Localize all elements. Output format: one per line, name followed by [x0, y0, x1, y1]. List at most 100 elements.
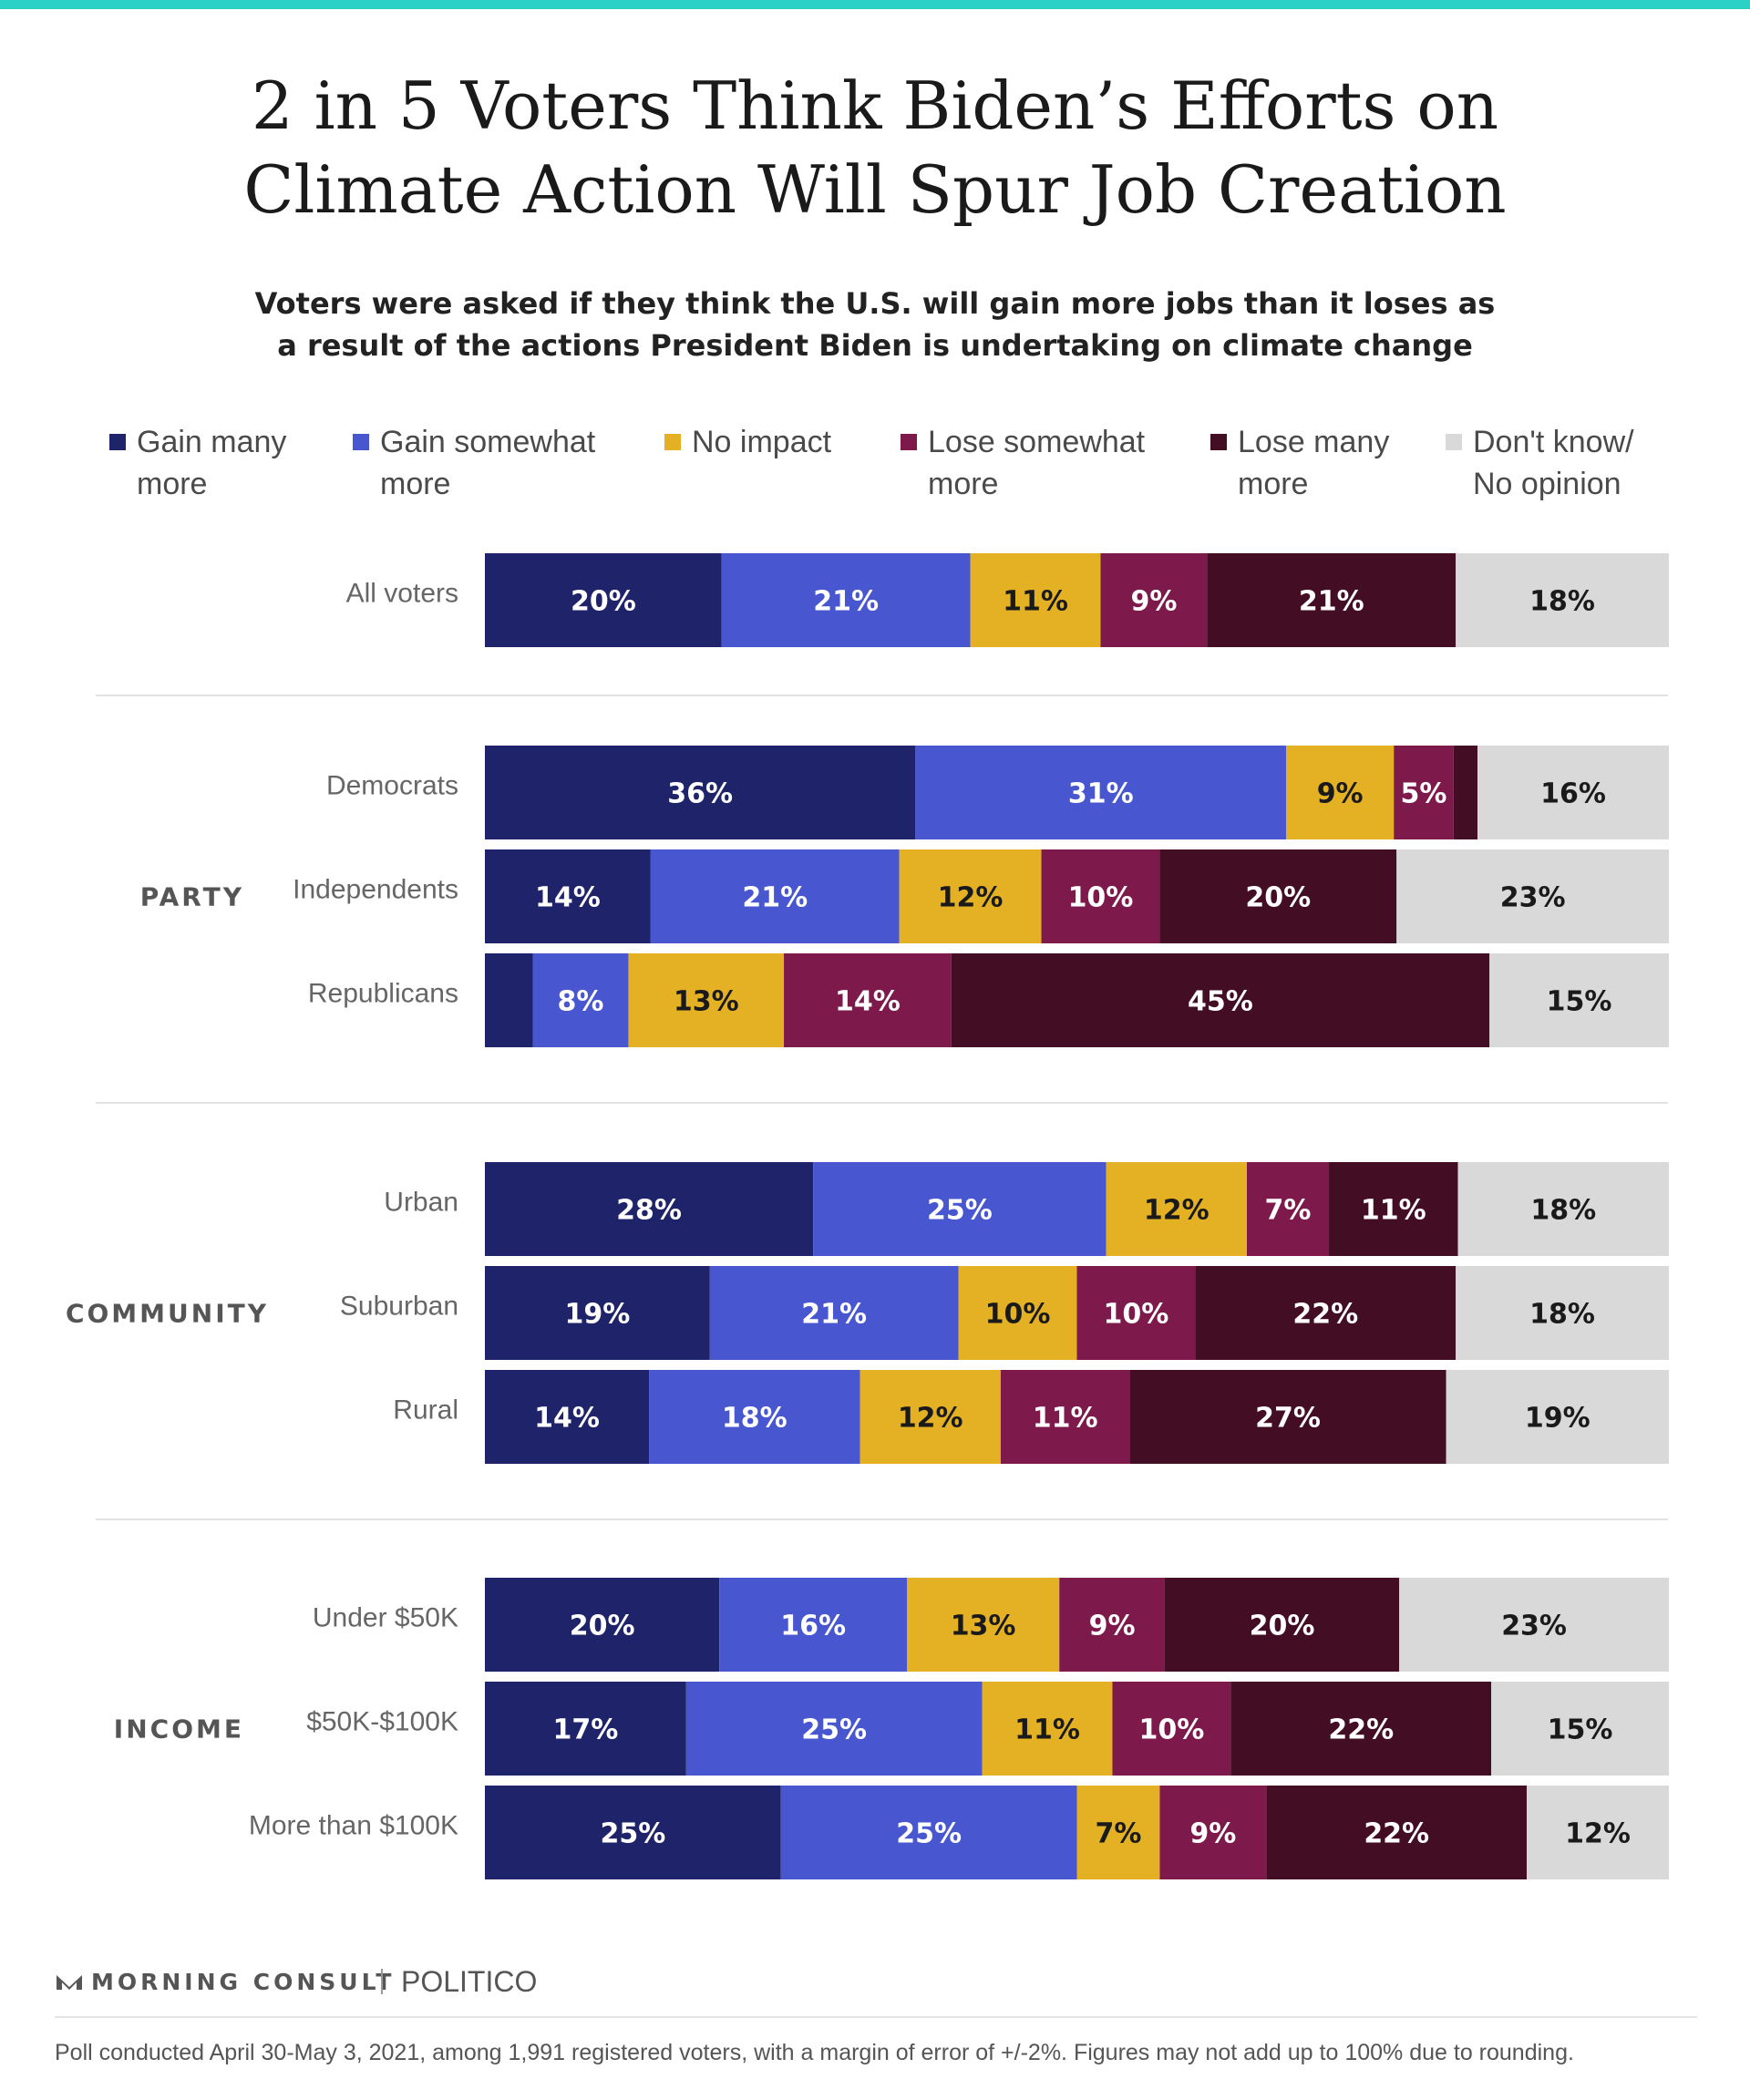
- bar-segment: [1266, 1786, 1528, 1879]
- bar-segment: [1489, 953, 1669, 1047]
- legend-swatch-dont-know: [1446, 434, 1462, 450]
- chart-subtitle: Voters were asked if they think the U.S.…: [0, 283, 1750, 366]
- bar-segment: [1076, 1786, 1160, 1879]
- title-line-2: Climate Action Will Spur Job Creation: [243, 151, 1507, 228]
- bar-segment: [1041, 849, 1160, 943]
- data-label: 20%: [570, 1611, 635, 1642]
- bar-segment: [780, 1786, 1077, 1879]
- bar-segment: [1491, 1682, 1669, 1776]
- data-label: 12%: [938, 882, 1004, 914]
- bar-segment: [650, 849, 900, 943]
- morning-consult-m-icon: [57, 1975, 82, 1990]
- row-label: Republicans: [308, 979, 458, 1009]
- bar-segment: [1159, 849, 1397, 943]
- bar-segment: [485, 1162, 814, 1256]
- data-label: 12%: [898, 1403, 963, 1435]
- legend-swatch-gain-somewhat: [353, 434, 369, 450]
- bar-segment: [1286, 746, 1395, 839]
- bar-segment: [1329, 1162, 1458, 1256]
- bar-segment: [1100, 553, 1208, 647]
- data-label: 9%: [1130, 586, 1177, 618]
- bar-segment: [970, 553, 1101, 647]
- bar-segment: [1230, 1682, 1492, 1776]
- bar-segment: [485, 849, 651, 943]
- bar-segment: [1106, 1162, 1247, 1256]
- data-label: 25%: [927, 1195, 993, 1227]
- bar-segment: [485, 1786, 781, 1879]
- bar-segment: [485, 1370, 650, 1464]
- bar-segment: [485, 746, 916, 839]
- legend-swatch-lose-somewhat: [901, 434, 917, 450]
- methodology-note: Poll conducted April 30-May 3, 2021, amo…: [55, 2040, 1574, 2065]
- data-label: 21%: [742, 882, 808, 914]
- data-label: 25%: [801, 1714, 867, 1746]
- data-label: 15%: [1548, 1714, 1613, 1746]
- bar-segment: [1164, 1578, 1400, 1672]
- bar-segment: [1195, 1266, 1457, 1360]
- bar-segment: [485, 953, 533, 1047]
- bar-segment: [860, 1370, 1001, 1464]
- data-label: 11%: [1361, 1195, 1426, 1227]
- bar-segment: [1457, 1162, 1669, 1256]
- bar-segment: [685, 1682, 983, 1776]
- data-label: 19%: [1525, 1403, 1590, 1435]
- data-label: 18%: [1529, 586, 1595, 618]
- data-label: 8%: [558, 986, 604, 1018]
- data-label: 7%: [1095, 1818, 1141, 1850]
- bar-segment: [1000, 1370, 1130, 1464]
- data-label: 18%: [1529, 1299, 1595, 1331]
- bar-segment: [628, 953, 785, 1047]
- data-label: 25%: [600, 1818, 665, 1850]
- bar-segment: [958, 1266, 1077, 1360]
- data-label: 9%: [1317, 778, 1364, 810]
- bar-segment: [485, 1578, 720, 1672]
- bar-segment: [1159, 1786, 1267, 1879]
- data-label: 18%: [722, 1403, 788, 1435]
- data-label: 20%: [1250, 1611, 1315, 1642]
- data-label: 9%: [1189, 1818, 1236, 1850]
- bar-segment: [1456, 1266, 1669, 1360]
- brand-name: MORNING CONSULT: [91, 1969, 396, 1995]
- row-label: All voters: [346, 579, 458, 609]
- legend-swatch-no-impact: [664, 434, 681, 450]
- bar-segment: [1076, 1266, 1196, 1360]
- data-label: 14%: [534, 1403, 600, 1435]
- data-label: 28%: [616, 1195, 682, 1227]
- data-label: 10%: [985, 1299, 1051, 1331]
- legend-swatch-gain-many: [109, 434, 126, 450]
- partner-name: POLITICO: [401, 1965, 538, 1998]
- group-label-party: PARTY: [140, 882, 244, 912]
- bar-segment: [899, 849, 1042, 943]
- data-label: 21%: [801, 1299, 867, 1331]
- top-accent-bar: [0, 0, 1750, 9]
- data-label: 22%: [1292, 1299, 1358, 1331]
- morning-consult-logo: MORNING CONSULT: [55, 1964, 391, 2001]
- data-label: 14%: [535, 882, 601, 914]
- group-label-income: INCOME: [114, 1714, 244, 1745]
- legend-label: Gain many: [137, 425, 287, 459]
- row-label: Suburban: [340, 1292, 458, 1322]
- legend-label: more: [928, 467, 999, 501]
- data-label: 18%: [1530, 1195, 1596, 1227]
- data-label: 16%: [1540, 778, 1606, 810]
- row-label: Under $50K: [313, 1603, 458, 1633]
- legend-label: more: [137, 467, 208, 501]
- bar-segment: [1129, 1370, 1446, 1464]
- data-label: 25%: [896, 1818, 962, 1850]
- data-label: 12%: [1144, 1195, 1210, 1227]
- bar-segment: [1456, 553, 1669, 647]
- bar-segment: [1059, 1578, 1165, 1672]
- bar-segment: [982, 1682, 1113, 1776]
- data-label: 11%: [1033, 1403, 1098, 1435]
- bar-segment: [1207, 553, 1457, 647]
- footer-rule: [55, 2016, 1697, 2018]
- legend: Gain many more Gain somewhat more No impac…: [0, 421, 1750, 512]
- bar-segment: [1446, 1370, 1669, 1464]
- bar-segment: [907, 1578, 1060, 1672]
- legend-label: more: [1238, 467, 1309, 501]
- row-label: Urban: [384, 1188, 458, 1218]
- row-label: Rural: [393, 1395, 458, 1426]
- data-label: 7%: [1265, 1195, 1312, 1227]
- bar-segment: [1394, 746, 1454, 839]
